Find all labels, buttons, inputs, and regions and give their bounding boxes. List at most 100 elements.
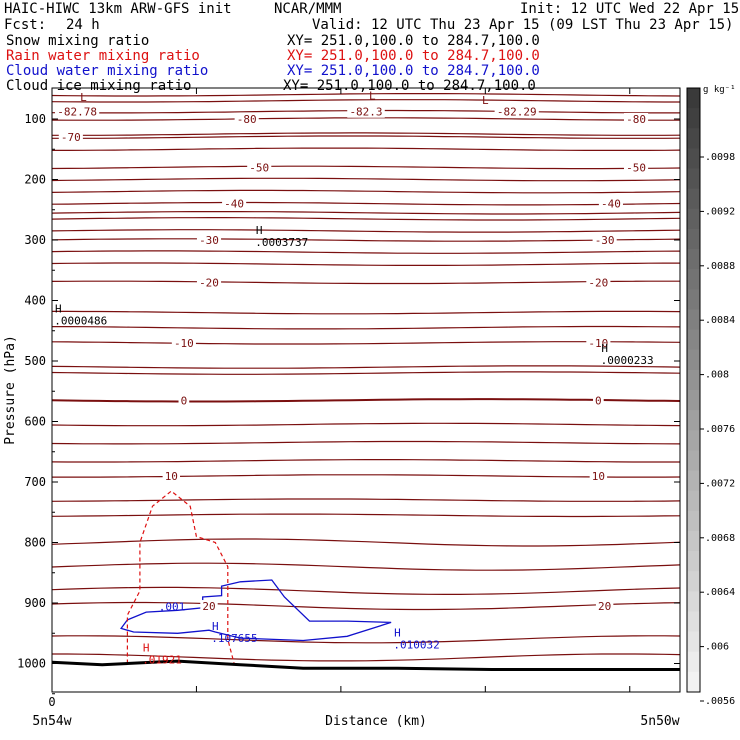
temperature-contour-line — [51, 635, 681, 644]
valid-time: Valid: 12 UTC Thu 23 Apr 15 (09 LST Thu … — [312, 17, 734, 33]
extremum-value: .0000233 — [601, 354, 654, 367]
y-axis-title: Pressure (hPa) — [3, 335, 18, 445]
temperature-contour-line — [51, 280, 680, 285]
contour-label-bg — [196, 234, 222, 246]
contour-label-bg — [171, 336, 196, 349]
extremum-marker: L — [80, 91, 87, 104]
contour-label-bg — [222, 197, 247, 210]
colorbar-segment — [687, 671, 700, 693]
contour-label-bg — [196, 276, 222, 289]
temperature-contour-line — [51, 422, 681, 427]
contour-label-bg — [247, 161, 272, 174]
extremum-marker: L — [482, 94, 489, 107]
colorbar-label: .0056 — [705, 696, 735, 707]
colorbar-segment — [687, 289, 700, 310]
y-tick-label: 700 — [24, 475, 46, 489]
colorbar-segment — [687, 148, 700, 170]
colorbar-label: .006 — [705, 642, 729, 653]
contour-label-bg — [234, 113, 259, 125]
contour-label: -50 — [249, 161, 269, 174]
colorbar-label: .0084 — [705, 315, 735, 326]
y-tick-label: 900 — [24, 596, 46, 610]
y-tick-label: 400 — [24, 294, 46, 308]
colorbar-label: .0076 — [705, 424, 735, 435]
colorbar-segment — [687, 470, 700, 492]
temperature-contour-line — [51, 262, 680, 266]
temperature-contour-line — [52, 325, 681, 330]
field-xy-snow: XY= 251.0,100.0 to 284.7,100.0 — [287, 33, 540, 49]
extremum-value: .107655 — [211, 632, 257, 645]
colorbar-segment — [687, 128, 700, 149]
contour-label: 20 — [202, 600, 215, 613]
colorbar-segment — [687, 651, 700, 673]
extremum-marker: H — [143, 641, 150, 654]
contour-label-bg — [598, 197, 623, 210]
temperature-contour-line — [51, 586, 681, 595]
temperature-contour-line — [52, 132, 681, 136]
field-xy-cloud-ice: XY= 251.0,100.0 to 284.7,100.0 — [283, 78, 536, 94]
colorbar-segment — [687, 390, 700, 411]
temperature-contour-line — [52, 310, 681, 315]
colorbar-frame — [686, 87, 701, 693]
y-tick-label: 800 — [24, 536, 46, 550]
temperature-contour-line — [52, 135, 681, 139]
contour-label-bg — [592, 234, 617, 246]
colorbar-segment — [687, 430, 700, 451]
temperature-contour-line — [51, 365, 681, 369]
contour-label: -30 — [199, 234, 219, 247]
temperature-contour-line — [51, 440, 681, 445]
temperature-contour-line — [51, 99, 680, 103]
contour-label-bg — [494, 105, 539, 118]
temperature-contour-line — [52, 474, 681, 478]
contour-label-bg — [586, 336, 611, 349]
contour-label: -10 — [588, 337, 608, 350]
colorbar-label: .0092 — [705, 206, 735, 217]
contour-label: -10 — [174, 337, 194, 350]
colorbar-segment — [687, 490, 700, 512]
contour-label: 10 — [165, 470, 178, 483]
temperature-contour-line — [51, 371, 681, 375]
colorbar-segment — [687, 510, 700, 532]
contour-label: -20 — [588, 276, 608, 289]
temperature-contour-line — [51, 189, 681, 194]
temperature-contour-line — [52, 653, 681, 662]
terrain-line — [51, 659, 680, 671]
colorbar-segment — [687, 249, 700, 270]
colorbar-segment — [687, 108, 700, 129]
extremum-value: .0000486 — [54, 315, 107, 328]
contour-label: -20 — [199, 276, 219, 289]
extremum-value: .01921 — [142, 653, 182, 666]
colorbar-segment — [687, 349, 700, 371]
field-name-snow: Snow mixing ratio — [6, 33, 150, 49]
temperature-contour-line — [51, 165, 681, 170]
temperature-contour-line — [51, 201, 681, 206]
x-axis-title: Distance (km) — [325, 714, 427, 729]
y-tick-label: 1000 — [17, 657, 46, 671]
contour-label-bg — [589, 469, 608, 482]
extremum-marker: H — [212, 620, 219, 633]
field-xy-cloud-water: XY= 251.0,100.0 to 284.7,100.0 — [287, 63, 540, 79]
temperature-contour-line — [51, 238, 681, 242]
contour-label-bg — [200, 600, 218, 613]
colorbar: g kg⁻¹ .0098 .0092 .0088 .0084 .008 .0076 .0072… — [686, 85, 736, 707]
y-tick-label: 200 — [24, 173, 46, 187]
extremum-marker: H — [394, 626, 401, 639]
colorbar-segment — [687, 410, 700, 431]
init-time: Init: 12 UTC Wed 22 Apr 15 — [520, 1, 740, 17]
colorbar-segment — [687, 631, 700, 653]
colorbar-segment — [687, 88, 700, 109]
colorbar-label: .008 — [705, 370, 729, 381]
contour-label-bg — [347, 105, 385, 118]
temperature-contour-line — [51, 459, 680, 463]
contour-label: -80 — [626, 113, 646, 126]
temperature-contour-line — [51, 398, 681, 403]
colorbar-segment — [687, 551, 700, 572]
colorbar-segment — [687, 168, 700, 190]
contour-label: -40 — [601, 198, 621, 211]
colorbar-segment — [687, 188, 700, 210]
plot-frame — [51, 87, 681, 693]
contour-label-bg — [586, 276, 611, 289]
contour-label: 10 — [592, 470, 605, 483]
extremum-marker: L — [369, 90, 376, 103]
